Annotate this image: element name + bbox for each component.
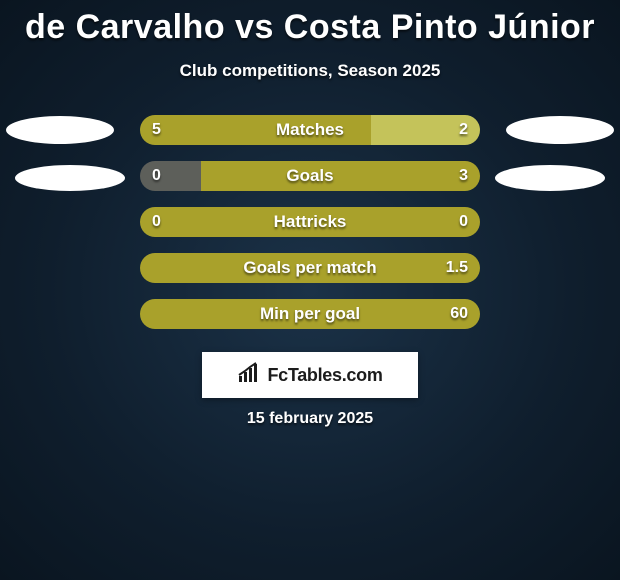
stat-bar: 60 Min per goal	[140, 299, 480, 329]
stat-right-value: 3	[459, 161, 468, 191]
player-left-marker	[15, 165, 125, 191]
stat-label: Hattricks	[274, 207, 347, 237]
stat-row: 0 3 Goals	[0, 161, 620, 191]
stat-label: Goals	[286, 161, 333, 191]
page-subtitle: Club competitions, Season 2025	[0, 61, 620, 81]
stat-label: Goals per match	[243, 253, 376, 283]
player-right-marker	[495, 165, 605, 191]
stat-right-value: 1.5	[446, 253, 468, 283]
stat-bar-left	[140, 161, 201, 191]
stat-row: 1.5 Goals per match	[0, 253, 620, 283]
stat-left-value: 0	[152, 207, 161, 237]
stat-right-value: 60	[450, 299, 468, 329]
stat-bar: 0 3 Goals	[140, 161, 480, 191]
player-right-marker	[506, 116, 614, 144]
stat-bar: 5 2 Matches	[140, 115, 480, 145]
stat-right-value: 0	[459, 207, 468, 237]
stat-right-value: 2	[459, 115, 468, 145]
date-line: 15 february 2025	[0, 410, 620, 428]
comparison-chart: 5 2 Matches 0 3 Goals 0 0 Hattricks 1.5 Goals per …	[0, 115, 620, 345]
stat-bar-right	[201, 161, 480, 191]
page-title: de Carvalho vs Costa Pinto Júnior	[0, 0, 620, 47]
brand-badge: FcTables.com	[202, 352, 418, 398]
stat-left-value: 5	[152, 115, 161, 145]
stat-row: 5 2 Matches	[0, 115, 620, 145]
stat-left-value: 0	[152, 161, 161, 191]
stat-bar: 0 0 Hattricks	[140, 207, 480, 237]
stat-bar: 1.5 Goals per match	[140, 253, 480, 283]
stat-label: Min per goal	[260, 299, 360, 329]
stat-label: Matches	[276, 115, 344, 145]
stat-row: 0 0 Hattricks	[0, 207, 620, 237]
player-left-marker	[6, 116, 114, 144]
stat-row: 60 Min per goal	[0, 299, 620, 329]
brand-text: FcTables.com	[267, 365, 382, 386]
brand-chart-icon	[237, 362, 263, 389]
